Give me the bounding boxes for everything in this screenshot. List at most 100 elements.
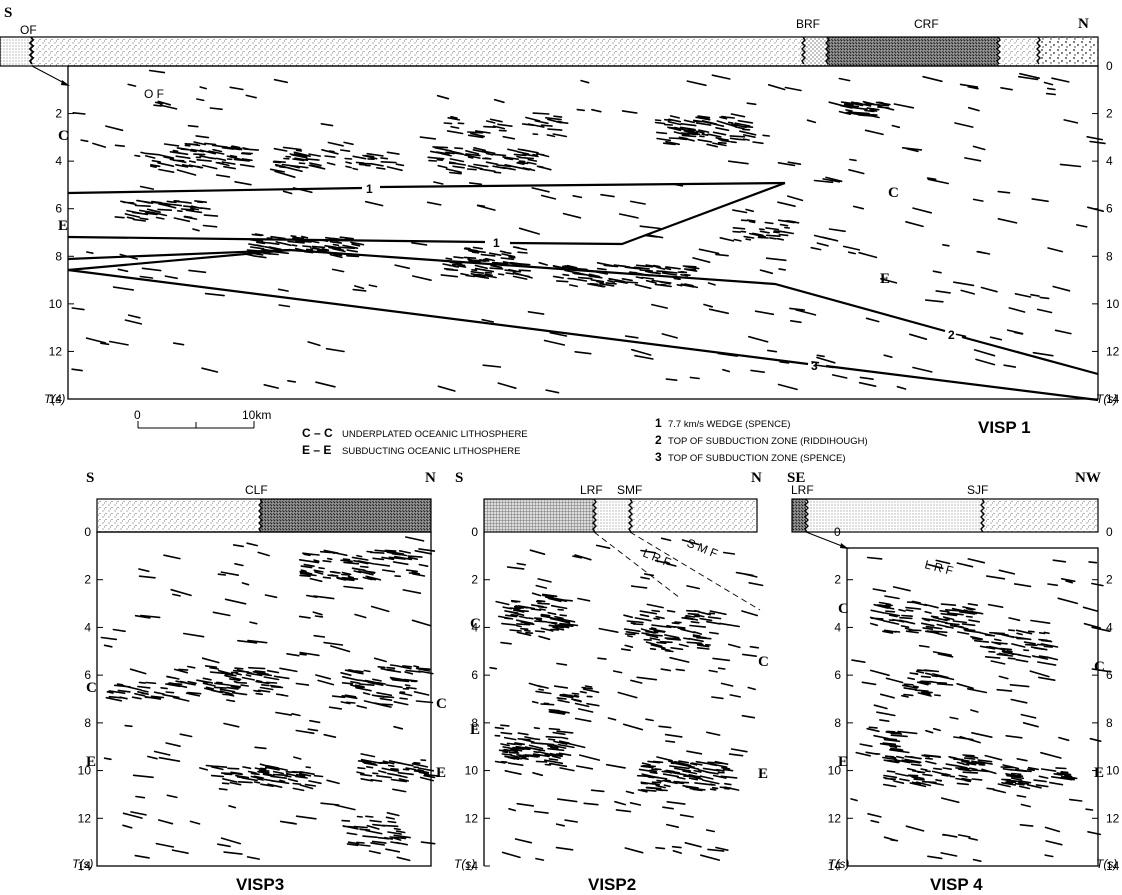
axis-tick-label: 14 xyxy=(828,859,842,873)
visp4-zone-c-right: C xyxy=(1094,659,1105,675)
visp3-section-frame xyxy=(96,531,432,867)
axis-tick-label: 12 xyxy=(828,811,842,825)
axis-tick-label: 8 xyxy=(84,716,91,730)
visp4-time-label-right: T(s) xyxy=(1096,857,1117,871)
visp3-zone-e-left: E xyxy=(86,754,96,770)
axis-tick-label: 0 xyxy=(1106,525,1113,539)
visp4-direction-southeast: SE xyxy=(787,470,805,486)
visp1-zone-c-left: C xyxy=(58,128,69,144)
visp1-reflection-events xyxy=(71,69,1106,394)
visp4-geology-bar xyxy=(791,498,1099,533)
visp2-left-axis: 0 2 4 6 8 10 12 14 xyxy=(465,525,490,873)
legend-item-1-num: 1 xyxy=(655,416,662,430)
visp2-direction-north: N xyxy=(751,470,762,486)
visp1-direction-south: S xyxy=(4,5,12,21)
axis-tick-label: 10 xyxy=(828,764,842,778)
axis-tick-label: 2 xyxy=(84,573,91,587)
axis-tick-label: 14 xyxy=(78,859,92,873)
axis-tick-label: 6 xyxy=(84,668,91,682)
axis-tick-label: 4 xyxy=(471,620,478,634)
reflection-marks xyxy=(489,537,764,861)
visp1-left-axis: 2 4 6 8 10 12 14 xyxy=(49,107,74,406)
visp2-geology-bar xyxy=(483,498,758,533)
axis-tick-label: 14 xyxy=(1106,859,1120,873)
axis-tick-label: 8 xyxy=(834,716,841,730)
visp4-zone-e-right: E xyxy=(1094,765,1104,781)
axis-tick-label: 14 xyxy=(1106,392,1120,406)
axis-tick-label: 4 xyxy=(1106,154,1113,168)
visp2-zone-c-left: C xyxy=(470,616,481,632)
visp2-lrf-oblique-label: L R F xyxy=(641,546,673,570)
visp2-direction-south: S xyxy=(455,470,463,486)
visp3-zone-e-right: E xyxy=(436,765,446,781)
visp1-section-frame xyxy=(67,65,1099,400)
visp3-time-label: T(s) xyxy=(72,857,93,871)
axis-tick-label: 6 xyxy=(834,668,841,682)
axis-tick-label: 2 xyxy=(471,573,478,587)
legend-c-text: UNDERPLATED OCEANIC LITHOSPHERE xyxy=(342,429,528,440)
legend-e-key: E – E xyxy=(302,443,331,457)
legend-item-2-num: 2 xyxy=(655,433,662,447)
visp4-fault-label-lrf: LRF xyxy=(791,483,814,497)
axis-tick-label: 2 xyxy=(1106,107,1113,121)
visp1-line-label-3: 3 xyxy=(811,359,818,373)
visp1-zone-e-left: E xyxy=(58,218,68,234)
axis-tick-label: 8 xyxy=(1106,249,1113,263)
axis-tick-label: 12 xyxy=(1106,344,1120,358)
visp4-zone-e-left: E xyxy=(838,754,848,770)
axis-tick-label: 2 xyxy=(1106,573,1113,587)
visp1-zone-e-inside: E xyxy=(880,271,890,287)
axis-tick-label: 4 xyxy=(84,620,91,634)
visp1-time-label-left: T(s) xyxy=(44,392,65,406)
axis-tick-label: 8 xyxy=(55,249,62,263)
axis-tick-label: 6 xyxy=(1106,668,1113,682)
axis-tick-label: 8 xyxy=(471,716,478,730)
visp1-geology-bar xyxy=(0,36,1099,67)
visp1-time-label-right: T(s) xyxy=(1096,392,1117,406)
axis-tick-label: 12 xyxy=(49,344,63,358)
visp1-fault-label-brf: BRF xyxy=(796,17,820,31)
legend-item-2-text: TOP OF SUBDUCTION ZONE (RIDDIHOUGH) xyxy=(668,436,868,447)
visp3-panel: S N CLF 0 2 4 6 8 10 12 14 C E C E T(s) VISP3 xyxy=(72,470,447,894)
axis-tick-label: 8 xyxy=(1106,716,1113,730)
axis-tick-label: 14 xyxy=(49,392,63,406)
visp3-direction-south: S xyxy=(86,470,94,486)
legend-c-key: C – C xyxy=(302,426,333,440)
axis-tick-label: 10 xyxy=(78,764,92,778)
axis-tick-label: 0 xyxy=(84,525,91,539)
visp1-interpretation-lines xyxy=(67,181,1099,402)
scale-ten-km: 10km xyxy=(242,408,271,422)
visp2-reflection-events xyxy=(489,537,764,861)
visp1-line-label-2: 2 xyxy=(948,328,955,342)
visp3-left-axis: 0 2 4 6 8 10 12 14 xyxy=(78,525,103,873)
visp2-zone-e-left: E xyxy=(470,722,480,738)
axis-tick-label: 4 xyxy=(55,154,62,168)
visp1-zone-c-inside: C xyxy=(888,185,899,201)
axis-tick-label: 6 xyxy=(471,668,478,682)
visp4-left-axis: 2 4 6 8 10 12 14 xyxy=(828,573,853,873)
visp2-zone-c-right: C xyxy=(758,654,769,670)
axis-tick-label: 2 xyxy=(834,573,841,587)
axis-tick-label: 10 xyxy=(465,764,479,778)
visp1-title: VISP 1 xyxy=(978,418,1031,437)
visp4-title: VISP 4 xyxy=(930,875,983,894)
visp2-smf-oblique-label: S M F xyxy=(685,536,720,561)
axis-tick-label: 0 xyxy=(1106,59,1113,73)
visp3-fault-label-clf: CLF xyxy=(245,483,268,497)
axis-tick-label: 6 xyxy=(55,202,62,216)
scale-zero: 0 xyxy=(134,408,141,422)
axis-tick-label: 6 xyxy=(1106,202,1113,216)
visp4-reflection-events xyxy=(850,556,1112,862)
visp1-of-oblique-label: O F xyxy=(144,87,164,101)
visp2-fault-label-lrf: LRF xyxy=(580,483,603,497)
visp4-direction-northwest: NW xyxy=(1075,470,1101,486)
scale-bar: 0 10km xyxy=(134,408,271,429)
legend-item-1-text: 7.7 km/s WEDGE (SPENCE) xyxy=(668,419,790,430)
visp2-fault-label-smf: SMF xyxy=(617,483,642,497)
axis-tick-label: 14 xyxy=(465,859,479,873)
legend-item-3-num: 3 xyxy=(655,450,662,464)
visp1-fault-label-crf: CRF xyxy=(914,17,939,31)
visp3-title: VISP3 xyxy=(236,875,284,894)
